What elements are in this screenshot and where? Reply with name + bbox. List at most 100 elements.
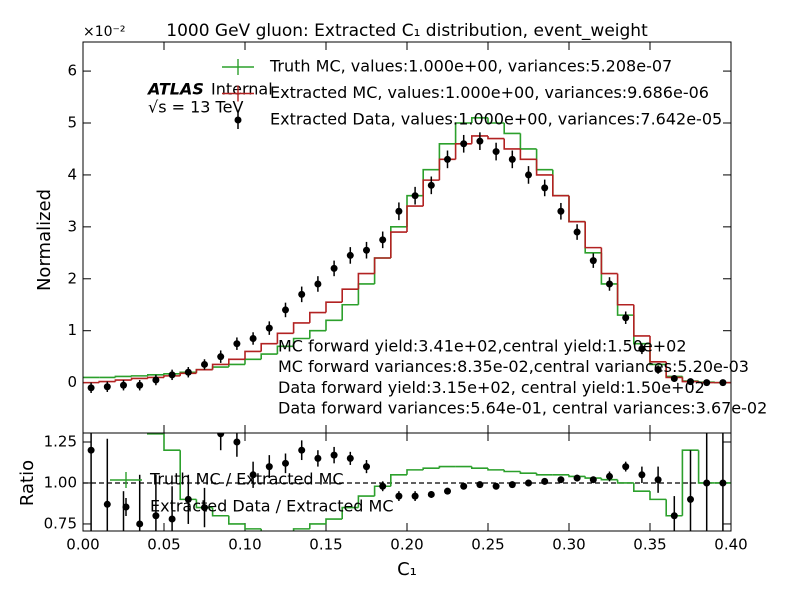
data-point [395, 492, 403, 500]
histogram-step [147, 374, 164, 376]
data-point [136, 381, 144, 389]
histogram-step [357, 272, 375, 290]
data-point [670, 374, 678, 382]
data-point [427, 490, 435, 498]
data-point [589, 476, 597, 484]
data-point [606, 280, 613, 288]
data-point [120, 545, 127, 552]
y-tick-label: 4 [67, 165, 77, 183]
data-point [265, 463, 273, 471]
data-point [687, 495, 694, 503]
data-point [719, 379, 727, 387]
data-point [233, 438, 241, 446]
histogram-step [422, 467, 440, 470]
data-point [184, 495, 192, 503]
annotation: Data forward variances:5.64e-01, central… [278, 399, 767, 418]
histogram-step [519, 148, 537, 161]
histogram-step [114, 379, 132, 382]
data-point [282, 459, 289, 467]
histogram-step [649, 335, 667, 363]
data-point [136, 520, 144, 528]
y-tick-label: 0 [67, 373, 77, 391]
data-point [379, 482, 387, 490]
histogram-step [228, 515, 245, 525]
data-point [152, 512, 160, 520]
histogram-step [276, 345, 294, 355]
x-tick-label: 0.00 [66, 536, 99, 554]
data-point [87, 384, 95, 392]
data-point [573, 474, 581, 482]
histogram-step [552, 169, 569, 197]
histogram-step [600, 247, 618, 275]
histogram-step [535, 473, 553, 476]
histogram-step [535, 159, 553, 176]
data-point [168, 515, 176, 523]
y-offset-label: ×10⁻² [83, 24, 126, 40]
annotation: Data forward yield:3.15e+02, central yie… [278, 378, 705, 397]
data-point [703, 379, 711, 387]
histogram-step [309, 329, 326, 339]
x-tick-label: 0.30 [552, 536, 585, 554]
legend-marker [122, 503, 130, 511]
data-point [638, 471, 646, 479]
data-point [120, 381, 127, 389]
data-point [87, 446, 95, 454]
histogram-step [552, 174, 569, 197]
legend-marker [234, 116, 242, 124]
annotation: MC forward variances:8.35e-02,central va… [278, 357, 749, 376]
histogram-step [568, 195, 586, 223]
y-tick-label: 3 [67, 217, 77, 235]
histogram-step [471, 466, 488, 470]
data-point [541, 477, 549, 485]
histogram-step [616, 273, 634, 306]
data-point [557, 207, 565, 215]
histogram-step [341, 288, 359, 303]
histogram-step [390, 231, 407, 259]
data-point [314, 280, 322, 288]
ratio-y-axis-label: Ratio [17, 460, 38, 506]
y-axis-label: Normalized [34, 189, 55, 291]
x-tick-label: 0.10 [228, 536, 261, 554]
histogram-step [633, 304, 650, 337]
data-point [346, 251, 354, 259]
data-point [492, 148, 500, 156]
y-tick-label: 1 [67, 321, 77, 339]
histogram-step [130, 377, 148, 381]
histogram-step [568, 195, 586, 223]
histogram-step [503, 138, 521, 150]
histogram-step [260, 528, 262, 531]
plot-frame [82, 432, 732, 532]
histogram-step [616, 479, 634, 484]
histogram-step [454, 122, 472, 144]
histogram-step [114, 375, 132, 378]
histogram-step [390, 473, 407, 487]
data-point [346, 454, 354, 462]
histogram-step [292, 322, 310, 334]
histogram-step [471, 135, 488, 144]
histogram-step [195, 368, 213, 374]
data-point [654, 476, 662, 484]
histogram-step [228, 358, 245, 365]
data-point [330, 451, 338, 459]
histogram-step [309, 523, 326, 529]
data-point [395, 207, 403, 215]
data-point [508, 155, 516, 163]
histogram-step [487, 468, 505, 471]
data-point [476, 137, 484, 145]
legend-label: Truth MC, values:1.000e+00, variances:5.… [269, 57, 672, 76]
histogram-step [357, 283, 375, 305]
data-point [330, 264, 338, 272]
histogram-step [422, 179, 440, 207]
legend-label: Truth MC / Extracted MC [149, 470, 344, 489]
histogram-step [228, 363, 245, 368]
histogram-step [584, 221, 602, 249]
histogram-step [438, 465, 456, 469]
data-point [703, 479, 711, 487]
histogram-step [260, 353, 278, 360]
data-point [687, 378, 694, 386]
histogram-step [163, 433, 181, 452]
x-axis-label: C₁ [397, 559, 417, 580]
data-point [217, 353, 225, 361]
legend-label: Extracted Data / Extracted MC [150, 497, 394, 516]
